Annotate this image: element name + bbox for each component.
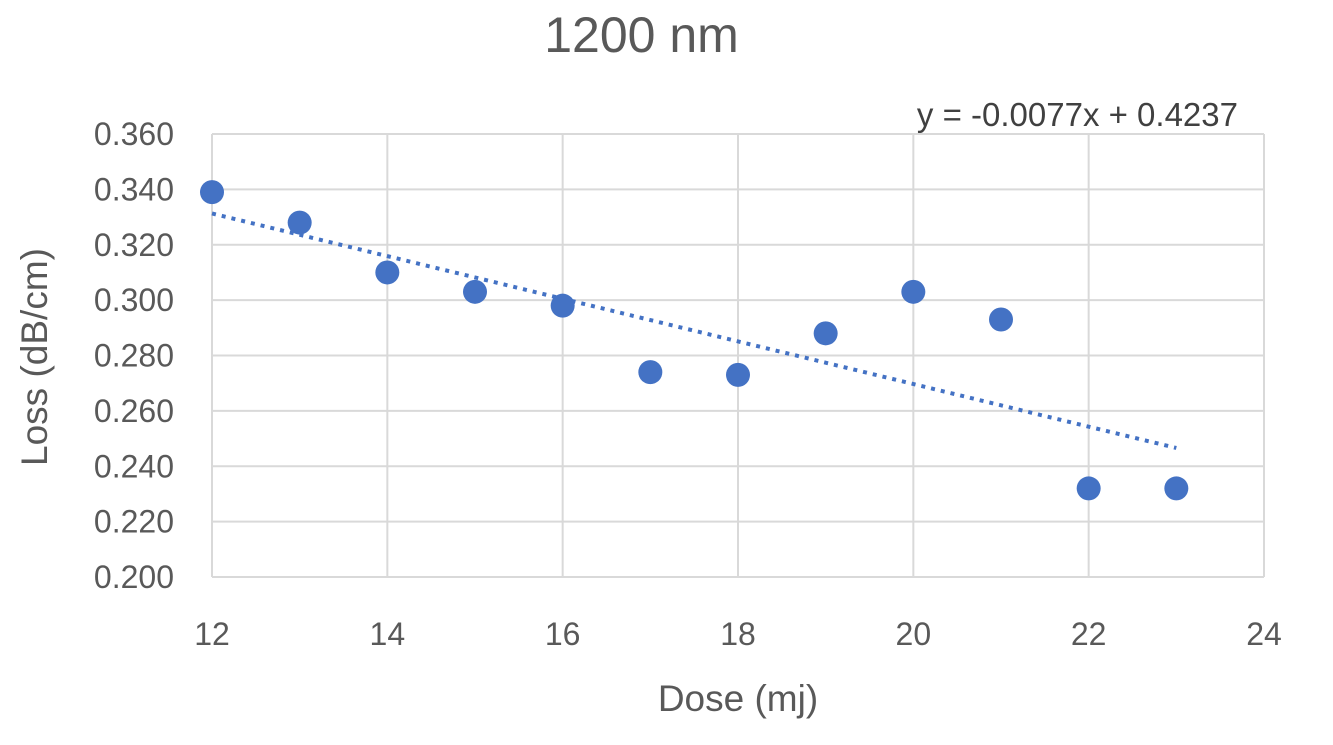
y-tick-label: 0.260 <box>94 393 174 429</box>
data-point <box>638 360 663 385</box>
trendline-equation: y = -0.0077x + 0.4237 <box>916 96 1238 133</box>
y-tick-label: 0.240 <box>94 448 174 484</box>
data-point <box>901 279 926 304</box>
x-tick-label: 16 <box>545 616 581 652</box>
y-tick-label: 0.320 <box>94 227 174 263</box>
x-tick-label: 12 <box>194 616 230 652</box>
data-point <box>813 321 838 346</box>
y-tick-label: 0.220 <box>94 504 174 540</box>
x-tick-label: 22 <box>1071 616 1107 652</box>
x-tick-label: 20 <box>896 616 932 652</box>
y-tick-label: 0.300 <box>94 282 174 318</box>
y-tick-label: 0.360 <box>94 116 174 152</box>
data-point <box>463 279 487 304</box>
data-point <box>989 307 1013 332</box>
data-point <box>287 210 312 235</box>
data-point <box>375 260 400 285</box>
x-tick-label: 24 <box>1246 616 1282 652</box>
y-tick-label: 0.340 <box>94 171 174 207</box>
x-tick-label: 14 <box>370 616 406 652</box>
data-point <box>550 293 575 318</box>
data-point <box>726 362 750 387</box>
y-tick-label: 0.280 <box>94 338 174 374</box>
x-axis-title: Dose (mj) <box>657 678 819 719</box>
trendline <box>211 211 1177 450</box>
data-point <box>200 180 224 205</box>
y-tick-label: 0.200 <box>94 559 174 595</box>
y-axis-title: Loss (dB/cm) <box>14 248 55 466</box>
chart-title: 1200 nm <box>544 7 739 63</box>
data-point <box>1076 476 1101 501</box>
x-tick-label: 18 <box>720 616 756 652</box>
data-point <box>1164 476 1189 501</box>
